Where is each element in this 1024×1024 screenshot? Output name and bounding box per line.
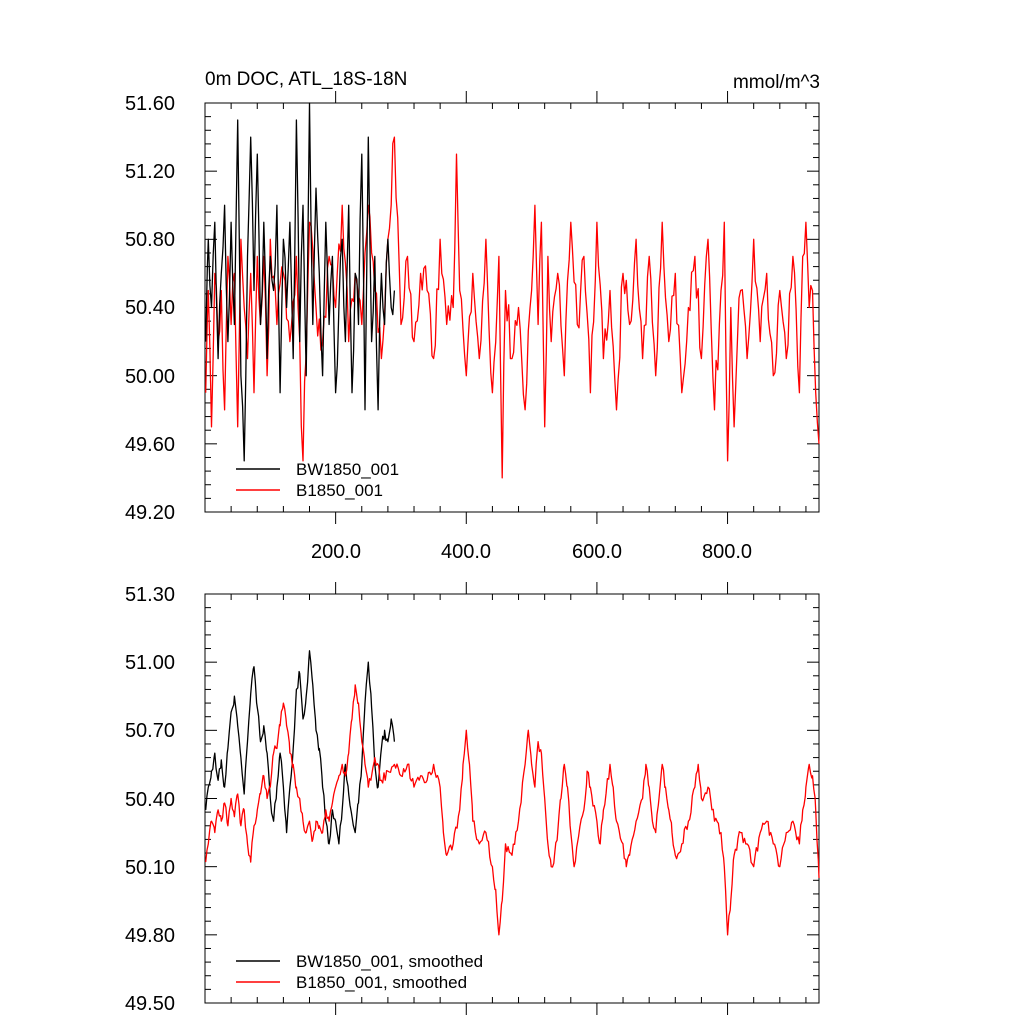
top-ytick-label: 50.40 xyxy=(125,297,175,319)
bottom-plot-frame xyxy=(204,593,820,1004)
top-chart-title: 0m DOC, ATL_18S-18N xyxy=(205,69,407,90)
top-ytick-label: 51.20 xyxy=(125,161,175,183)
top-ytick-label: 50.00 xyxy=(125,366,175,388)
top-legend: BW1850_001 B1850_001 xyxy=(236,460,399,500)
bottom-ytick-label: 50.40 xyxy=(125,789,175,811)
bottom-legend: BW1850_001, smoothed B1850_001, smoothed xyxy=(236,952,483,992)
bottom-ytick-label: 50.70 xyxy=(125,720,175,742)
bottom-ytick-label: 49.80 xyxy=(125,925,175,947)
top-panel: 0m DOC, ATL_18S-18N mmol/m^3 49.20 49.60… xyxy=(125,69,820,563)
top-ytick-label: 49.20 xyxy=(125,502,175,524)
top-ytick-label: 50.80 xyxy=(125,229,175,251)
top-legend-label-bw1850: BW1850_001 xyxy=(296,460,399,479)
bottom-ytick-label: 49.50 xyxy=(125,993,175,1015)
top-legend-label-b1850: B1850_001 xyxy=(296,481,383,500)
bottom-series-line-bw1850 xyxy=(205,650,396,845)
top-xtick-label: 600.0 xyxy=(572,541,622,563)
top-xtick-label: 800.0 xyxy=(702,541,752,563)
top-xtick-label: 400.0 xyxy=(441,541,491,563)
bottom-ytick-label: 51.30 xyxy=(125,584,175,606)
top-ytick-label: 51.60 xyxy=(125,93,175,115)
bottom-panel: 49.50 49.80 50.10 50.40 50.70 51.00 51.3… xyxy=(125,582,820,1015)
bottom-legend-label-b1850: B1850_001, smoothed xyxy=(296,973,467,992)
top-series-line-bw1850 xyxy=(205,102,396,462)
top-ytick-label: 49.60 xyxy=(125,434,175,456)
bottom-series-line-b1850 xyxy=(205,684,820,936)
bottom-series-group xyxy=(205,650,820,936)
top-xtick-label: 200.0 xyxy=(311,541,361,563)
bottom-axis-ticks xyxy=(205,582,819,1015)
top-series-group xyxy=(205,102,820,479)
bottom-ytick-label: 50.10 xyxy=(125,857,175,879)
bottom-legend-label-bw1850: BW1850_001, smoothed xyxy=(296,952,483,971)
top-chart-units: mmol/m^3 xyxy=(733,72,820,93)
bottom-ytick-label: 51.00 xyxy=(125,652,175,674)
